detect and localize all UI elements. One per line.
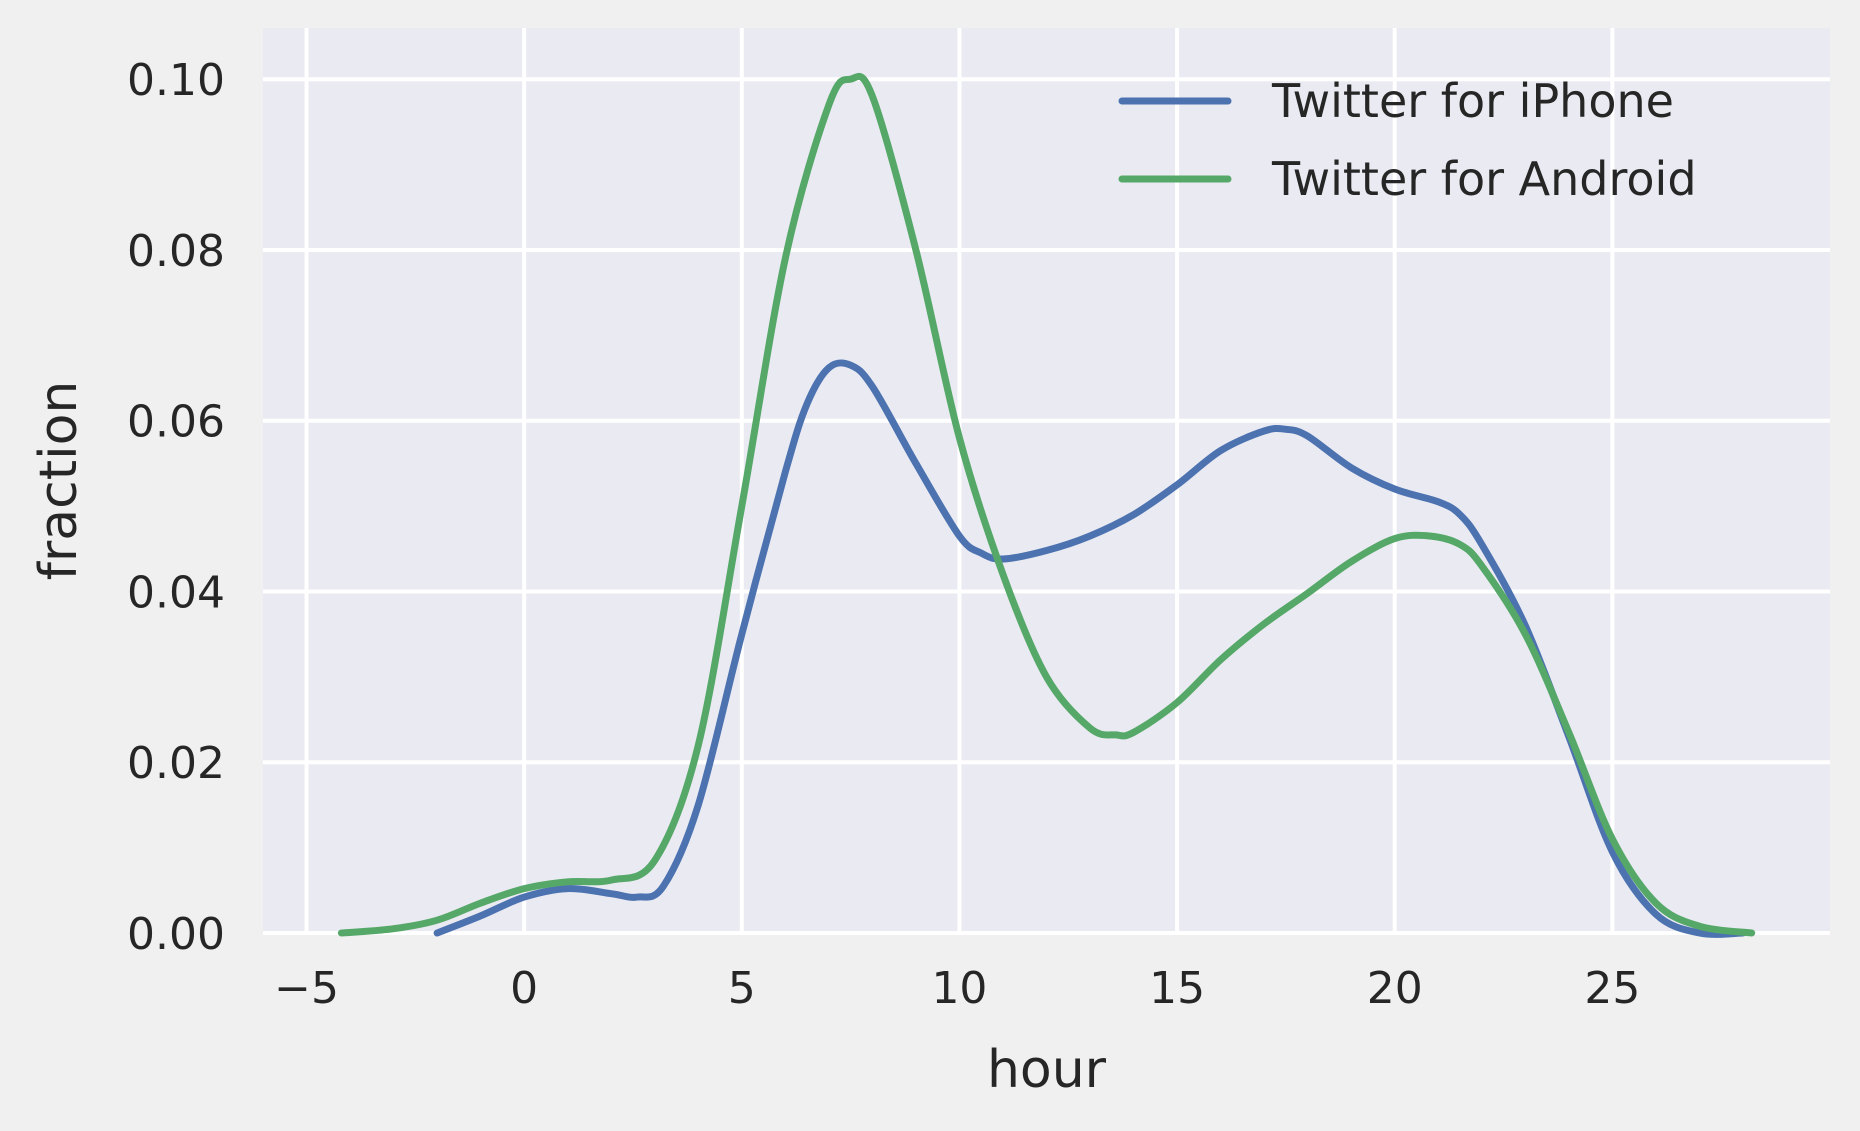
x-tick-label: −5 <box>274 963 339 1014</box>
y-axis-ticks: 0.00 0.02 0.04 0.06 0.08 0.10 <box>127 55 225 960</box>
series-lines <box>337 72 1756 938</box>
y-tick-label: 0.04 <box>127 567 225 618</box>
series-line-android <box>337 72 1756 937</box>
x-tick-label: 5 <box>728 963 756 1014</box>
x-axis-label: hour <box>987 1040 1107 1100</box>
x-tick-label: 0 <box>510 963 538 1014</box>
y-tick-label: 0.00 <box>127 909 225 960</box>
x-tick-label: 25 <box>1584 963 1640 1014</box>
y-tick-label: 0.10 <box>127 55 225 106</box>
y-tick-label: 0.06 <box>127 397 225 448</box>
grid-lines <box>263 28 1830 935</box>
x-tick-label: 15 <box>1149 963 1205 1014</box>
series-line-iphone <box>433 359 1747 938</box>
x-axis-ticks: −5 0 5 10 15 20 25 <box>274 963 1640 1014</box>
y-tick-label: 0.08 <box>127 226 225 277</box>
legend-label: Twitter for iPhone <box>1271 74 1674 128</box>
legend: Twitter for iPhone Twitter for Android <box>1118 74 1697 206</box>
x-tick-label: 10 <box>931 963 987 1014</box>
y-tick-label: 0.02 <box>127 738 225 789</box>
legend-label: Twitter for Android <box>1271 152 1697 206</box>
x-tick-label: 20 <box>1367 963 1423 1014</box>
y-axis-label: fraction <box>29 381 89 581</box>
